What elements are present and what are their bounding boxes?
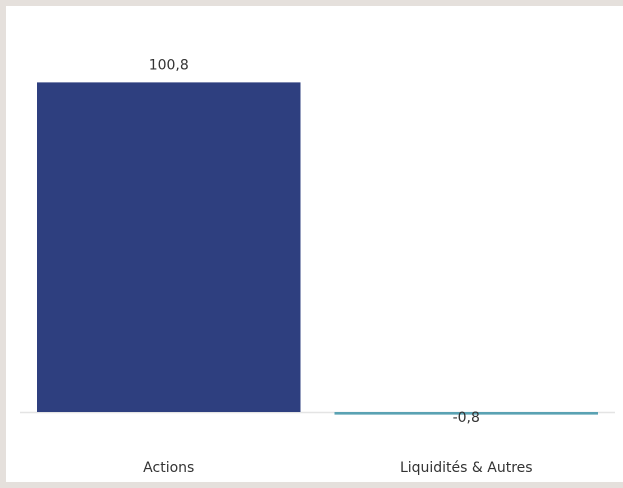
bar-2 <box>334 412 598 415</box>
bar-1 <box>37 82 301 412</box>
bar-chart: 100,8 -0,8 Actions Liquidités & Autres <box>20 57 615 476</box>
bars-group <box>37 82 598 415</box>
category-labels-group: Actions Liquidités & Autres <box>143 460 532 476</box>
value-label-1: 100,8 <box>149 57 189 73</box>
category-label-2: Liquidités & Autres <box>400 460 533 476</box>
value-label-2: -0,8 <box>453 410 480 426</box>
chart-panel: 100,8 -0,8 Actions Liquidités & Autres <box>6 6 623 482</box>
category-label-1: Actions <box>143 460 194 476</box>
value-labels-group: 100,8 -0,8 <box>149 57 480 426</box>
